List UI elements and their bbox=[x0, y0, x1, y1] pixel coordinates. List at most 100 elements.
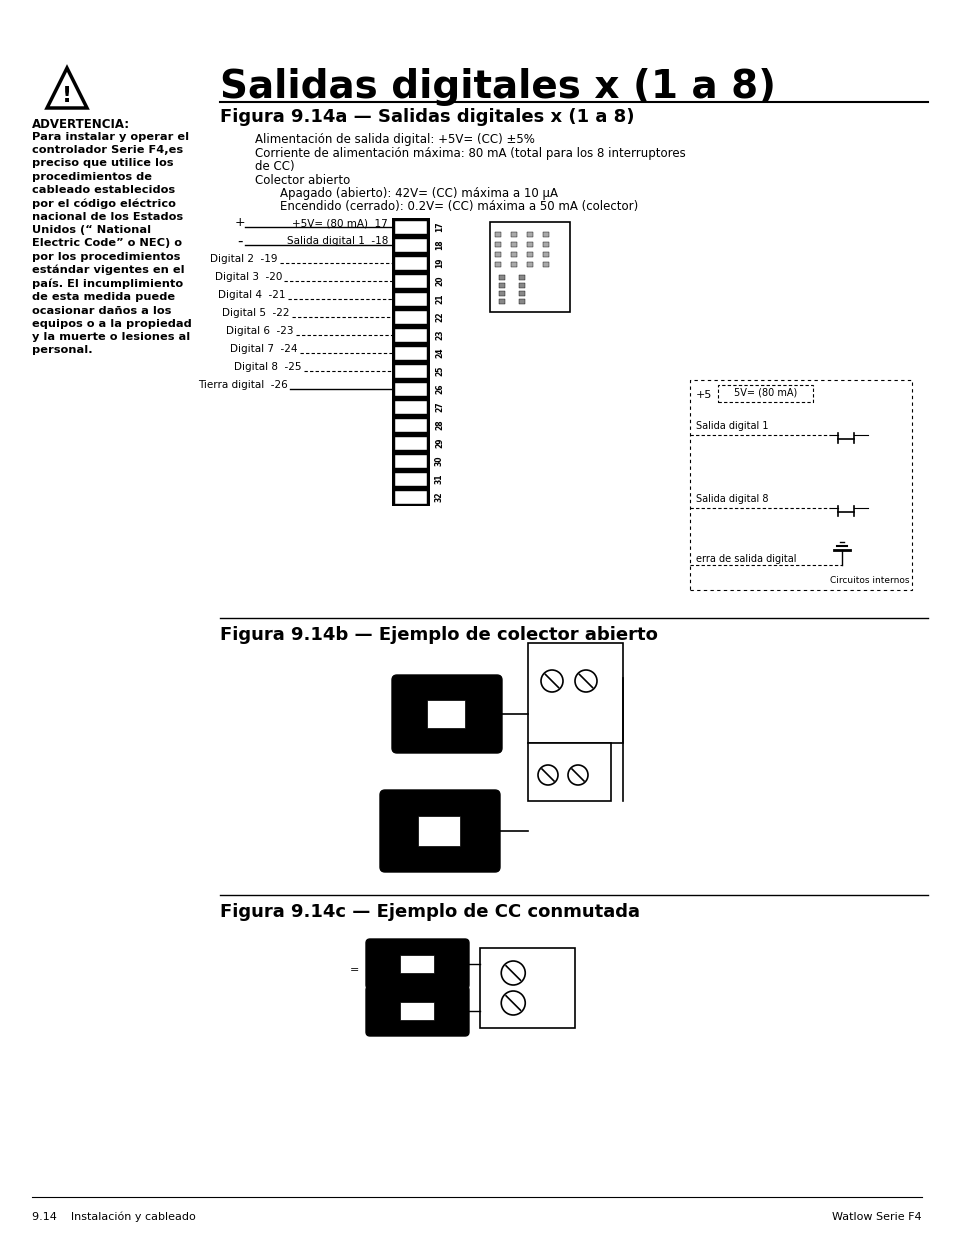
Text: Apagado (abierto): 42V= (CC) máxima a 10 μA: Apagado (abierto): 42V= (CC) máxima a 10… bbox=[280, 186, 558, 200]
Text: Alimentación de salida digital: +5V= (CC) ±5%: Alimentación de salida digital: +5V= (CC… bbox=[254, 133, 535, 146]
Bar bbox=[511, 232, 517, 237]
Text: 18: 18 bbox=[417, 240, 427, 251]
Bar bbox=[542, 252, 548, 257]
Bar bbox=[395, 383, 427, 395]
Text: 27: 27 bbox=[417, 401, 427, 412]
Bar bbox=[498, 275, 504, 280]
Circle shape bbox=[575, 671, 597, 692]
Text: Figura 9.14a — Salidas digitales x (1 a 8): Figura 9.14a — Salidas digitales x (1 a … bbox=[220, 107, 634, 126]
Text: Circuitos internos: Circuitos internos bbox=[830, 576, 909, 585]
Text: Encendido (cerrado): 0.2V= (CC) máxima a 50 mA (colector): Encendido (cerrado): 0.2V= (CC) máxima a… bbox=[280, 200, 638, 212]
Text: 29: 29 bbox=[435, 437, 443, 448]
Bar bbox=[395, 347, 427, 359]
Text: 23: 23 bbox=[435, 330, 443, 341]
Text: Digital 6  -23: Digital 6 -23 bbox=[226, 326, 294, 336]
Bar bbox=[542, 242, 548, 247]
Bar bbox=[395, 221, 427, 233]
Text: 20: 20 bbox=[417, 275, 427, 287]
Bar bbox=[526, 232, 533, 237]
Bar bbox=[718, 385, 812, 403]
Text: 5V= (80 mA): 5V= (80 mA) bbox=[733, 388, 797, 398]
Text: Digital 8  -25: Digital 8 -25 bbox=[234, 362, 302, 372]
Bar bbox=[395, 238, 427, 252]
Text: 30: 30 bbox=[417, 456, 427, 467]
Text: 25: 25 bbox=[435, 366, 443, 377]
Bar bbox=[395, 454, 427, 468]
Bar bbox=[395, 473, 427, 485]
Text: 19: 19 bbox=[417, 258, 427, 268]
Text: 21: 21 bbox=[417, 294, 427, 304]
Circle shape bbox=[537, 764, 558, 785]
Text: 23: 23 bbox=[417, 330, 427, 341]
Bar bbox=[526, 262, 533, 267]
Text: 26: 26 bbox=[435, 384, 443, 394]
FancyBboxPatch shape bbox=[366, 939, 469, 989]
FancyBboxPatch shape bbox=[392, 676, 501, 753]
Bar bbox=[395, 329, 427, 342]
Bar bbox=[495, 242, 500, 247]
Text: Salida digital 1  -18: Salida digital 1 -18 bbox=[286, 236, 388, 246]
Bar bbox=[542, 232, 548, 237]
Text: de CC): de CC) bbox=[254, 161, 294, 173]
Bar bbox=[526, 252, 533, 257]
Circle shape bbox=[540, 671, 562, 692]
Text: 17: 17 bbox=[435, 222, 443, 232]
FancyBboxPatch shape bbox=[366, 986, 469, 1036]
Text: 25: 25 bbox=[417, 366, 427, 377]
Text: +: + bbox=[234, 216, 245, 230]
Text: 24: 24 bbox=[417, 348, 427, 358]
Text: 28: 28 bbox=[417, 420, 427, 430]
Bar bbox=[395, 490, 427, 504]
Text: Salidas digitales x (1 a 8): Salidas digitales x (1 a 8) bbox=[220, 68, 775, 106]
Text: 19: 19 bbox=[435, 258, 443, 268]
Text: 30: 30 bbox=[435, 456, 443, 467]
Text: -: - bbox=[237, 233, 242, 248]
Text: 27: 27 bbox=[435, 401, 443, 412]
Text: ADVERTENCIA:: ADVERTENCIA: bbox=[32, 119, 130, 131]
Circle shape bbox=[500, 990, 525, 1015]
Bar bbox=[518, 283, 524, 288]
Text: Digital 4  -21: Digital 4 -21 bbox=[218, 290, 286, 300]
Bar bbox=[479, 948, 575, 1028]
Bar bbox=[395, 436, 427, 450]
Text: 26: 26 bbox=[417, 384, 427, 394]
Bar bbox=[395, 310, 427, 324]
Bar bbox=[527, 743, 610, 802]
Bar bbox=[495, 262, 500, 267]
Text: Digital 7  -24: Digital 7 -24 bbox=[231, 345, 297, 354]
Text: 24: 24 bbox=[435, 348, 443, 358]
Bar bbox=[498, 299, 504, 304]
Text: =: = bbox=[350, 965, 359, 974]
Bar bbox=[498, 291, 504, 296]
Text: +5V= (80 mA)  17: +5V= (80 mA) 17 bbox=[292, 219, 388, 228]
Bar bbox=[395, 293, 427, 305]
Bar bbox=[518, 275, 524, 280]
Text: 32: 32 bbox=[417, 492, 427, 503]
Bar bbox=[395, 364, 427, 378]
Text: 21: 21 bbox=[435, 294, 443, 304]
Bar bbox=[400, 955, 434, 973]
Text: 22: 22 bbox=[435, 311, 443, 322]
Bar bbox=[526, 242, 533, 247]
Bar bbox=[395, 274, 427, 288]
Text: Digital 3  -20: Digital 3 -20 bbox=[214, 272, 282, 282]
Text: Corriente de alimentación máxima: 80 mA (total para los 8 interruptores: Corriente de alimentación máxima: 80 mA … bbox=[254, 147, 685, 161]
Bar bbox=[490, 222, 569, 312]
Text: 9.14    Instalación y cableado: 9.14 Instalación y cableado bbox=[32, 1212, 195, 1223]
Bar bbox=[395, 419, 427, 431]
Text: Salida digital 8: Salida digital 8 bbox=[696, 494, 768, 504]
Circle shape bbox=[567, 764, 587, 785]
Text: Para instalar y operar el
controlador Serie F4,es
preciso que utilice los
proced: Para instalar y operar el controlador Se… bbox=[32, 132, 192, 356]
Text: !: ! bbox=[62, 86, 72, 106]
Bar bbox=[417, 816, 459, 846]
Circle shape bbox=[500, 961, 525, 986]
Text: 18: 18 bbox=[435, 240, 443, 251]
Text: Digital 2  -19: Digital 2 -19 bbox=[211, 254, 277, 264]
Bar bbox=[495, 252, 500, 257]
Text: 28: 28 bbox=[435, 420, 443, 430]
Bar bbox=[511, 262, 517, 267]
Text: Figura 9.14c — Ejemplo de CC conmutada: Figura 9.14c — Ejemplo de CC conmutada bbox=[220, 903, 639, 921]
Text: Tierra digital  -26: Tierra digital -26 bbox=[198, 380, 288, 390]
Bar bbox=[518, 291, 524, 296]
Text: 20: 20 bbox=[435, 275, 443, 287]
